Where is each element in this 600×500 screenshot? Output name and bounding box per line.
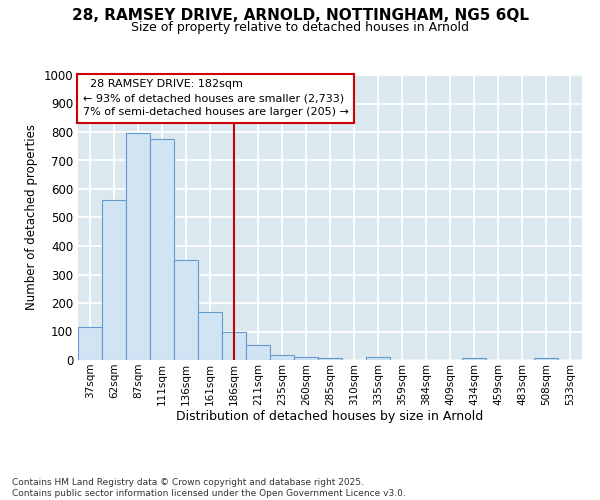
Bar [462, 358, 486, 360]
Bar [534, 358, 558, 360]
Text: Size of property relative to detached houses in Arnold: Size of property relative to detached ho… [131, 21, 469, 34]
Text: Contains HM Land Registry data © Crown copyright and database right 2025.
Contai: Contains HM Land Registry data © Crown c… [12, 478, 406, 498]
Bar [198, 312, 222, 360]
Bar [246, 345, 270, 360]
Text: 28, RAMSEY DRIVE, ARNOLD, NOTTINGHAM, NG5 6QL: 28, RAMSEY DRIVE, ARNOLD, NOTTINGHAM, NG… [71, 8, 529, 22]
Bar [126, 134, 150, 360]
Bar [294, 356, 318, 360]
X-axis label: Distribution of detached houses by size in Arnold: Distribution of detached houses by size … [176, 410, 484, 424]
Bar [102, 200, 126, 360]
Bar [222, 332, 246, 360]
Y-axis label: Number of detached properties: Number of detached properties [25, 124, 38, 310]
Text: 28 RAMSEY DRIVE: 182sqm
← 93% of detached houses are smaller (2,733)
7% of semi-: 28 RAMSEY DRIVE: 182sqm ← 93% of detache… [83, 80, 349, 118]
Bar [174, 260, 198, 360]
Bar [270, 355, 294, 360]
Bar [150, 139, 174, 360]
Bar [78, 327, 102, 360]
Bar [318, 358, 342, 360]
Bar [366, 357, 390, 360]
